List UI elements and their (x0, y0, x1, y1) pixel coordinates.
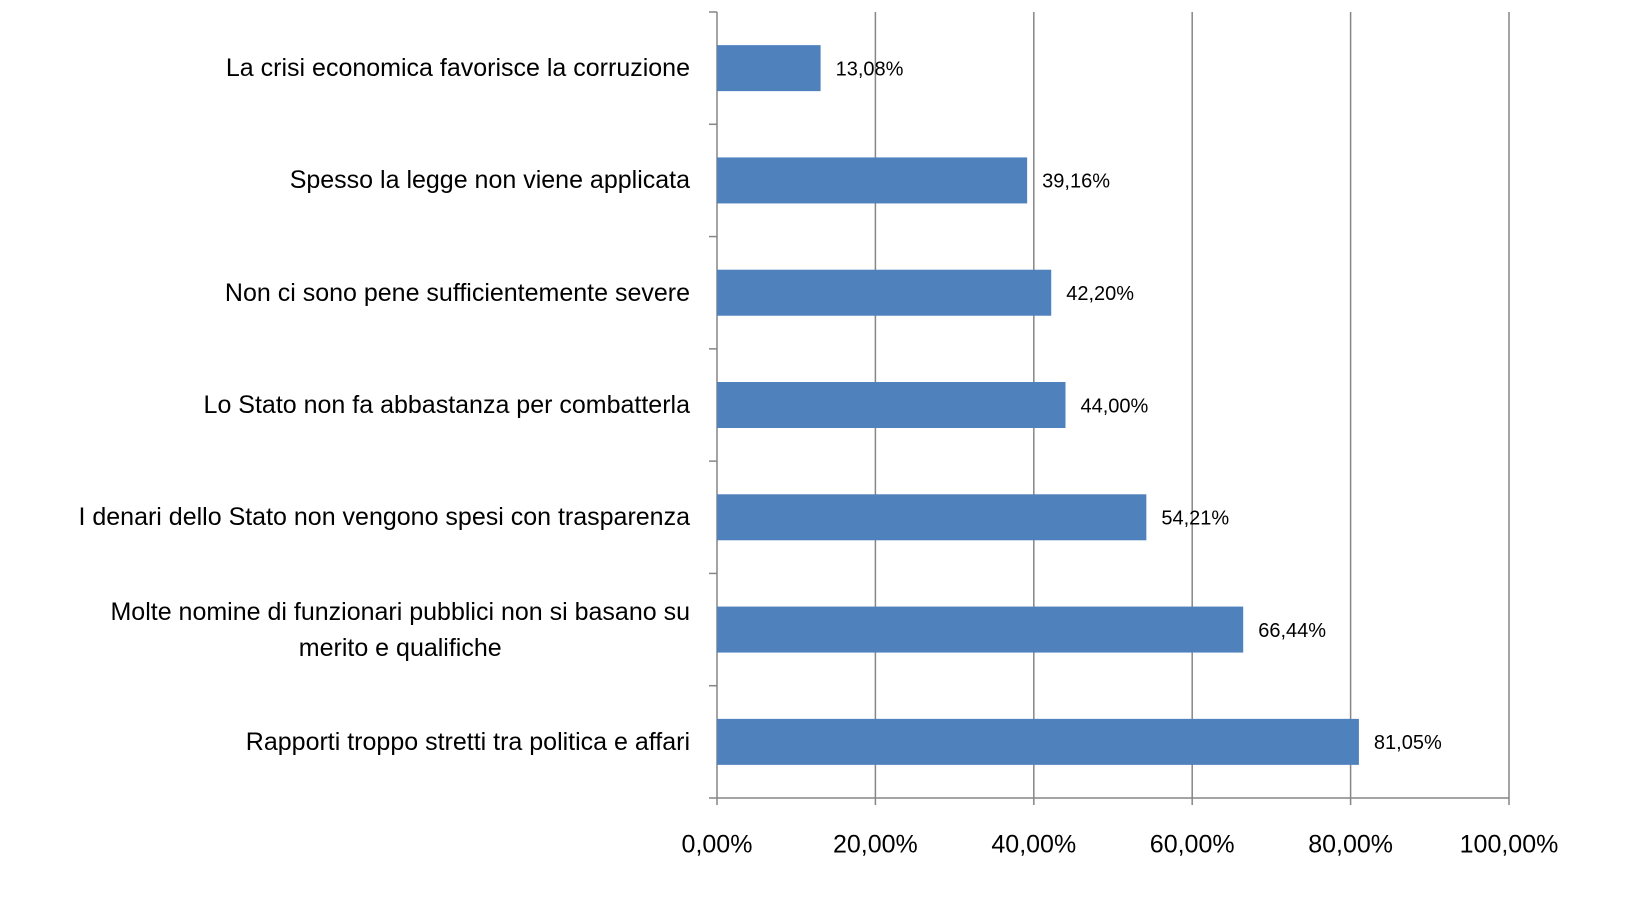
bar (717, 718, 1359, 765)
bar (717, 606, 1244, 653)
bar (717, 382, 1066, 428)
bar (717, 45, 821, 92)
x-tick-label: 0,00% (682, 831, 753, 859)
data-label: 54,21% (1161, 508, 1229, 530)
data-label: 44,00% (1080, 395, 1148, 417)
y-tick-label: Spesso la legge non viene applicata (289, 166, 690, 195)
x-tick-label: 100,00% (1460, 831, 1559, 859)
y-tick-label: Rapporti troppo stretti tra politica e a… (245, 727, 690, 756)
y-tick-label: Non ci sono pene sufficientemente severe (224, 278, 690, 307)
y-tick-label: Lo Stato non fa abbastanza per combatter… (203, 391, 690, 419)
data-label: 13,08% (836, 58, 904, 80)
x-tick-label: 60,00% (1150, 831, 1235, 859)
bar (717, 157, 1028, 204)
bar (717, 269, 1052, 316)
y-tick-label: Molte nomine di funzionari pubblici non … (110, 597, 690, 662)
bar (717, 494, 1147, 541)
x-tick-label: 20,00% (833, 831, 918, 859)
data-label: 42,20% (1066, 283, 1134, 305)
y-tick-label: La crisi economica favorisce la corruzio… (225, 54, 690, 83)
x-tick-label: 80,00% (1308, 831, 1393, 859)
data-label: 81,05% (1374, 732, 1442, 754)
data-label: 66,44% (1258, 620, 1326, 642)
x-tick-label: 40,00% (991, 831, 1076, 859)
data-label: 39,16% (1042, 171, 1110, 193)
y-tick-label: I denari dello Stato non vengono spesi c… (78, 503, 690, 532)
